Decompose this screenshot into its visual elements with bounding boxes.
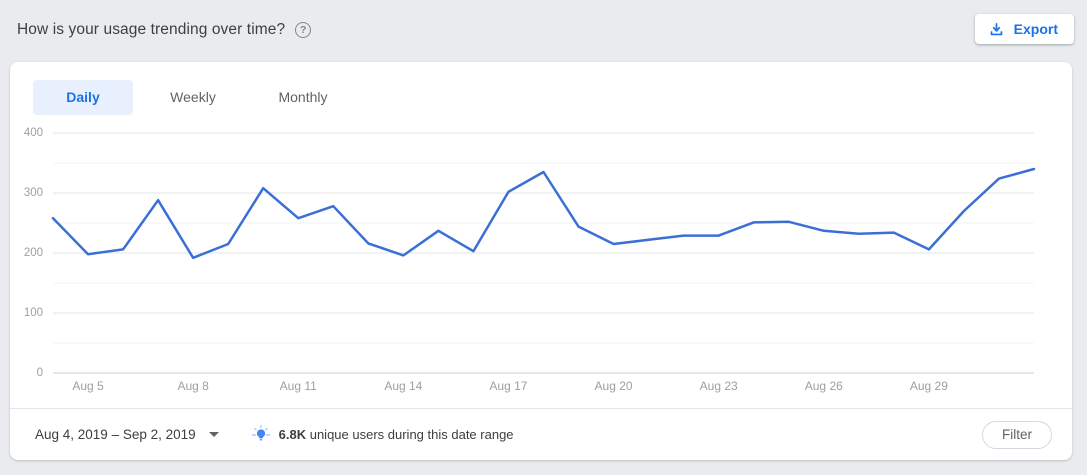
x-axis-tick-label: Aug 26 [804,379,843,393]
insight-note: 6.8K unique users during this date range [250,424,514,446]
unique-users-count: 6.8K [278,427,307,442]
insight-text: 6.8K unique users during this date range [279,427,514,442]
date-range-label: Aug 4, 2019 – Sep 2, 2019 [35,427,196,442]
lightbulb-icon [250,424,272,446]
y-axis-tick-label: 100 [23,307,43,319]
tab-weekly[interactable]: Weekly [170,89,216,105]
tab-daily[interactable]: Daily [33,80,133,115]
download-icon [988,21,1005,38]
y-axis-tick-label: 400 [23,127,43,139]
x-axis-tick-label: Aug 23 [699,379,738,393]
x-axis-tick-label: Aug 20 [594,379,633,393]
tab-monthly[interactable]: Monthly [278,89,328,105]
granularity-tabs: Daily Weekly Monthly [33,80,353,115]
usage-line-chart [51,132,1036,374]
x-axis-tick-label: Aug 8 [177,379,209,393]
page-title: How is your usage trending over time? [17,21,286,38]
chevron-down-icon [208,432,219,437]
y-axis-tick-label: 200 [23,247,43,259]
export-button[interactable]: Export [974,14,1074,44]
x-axis-tick-label: Aug 29 [909,379,948,393]
usage-trend-card: Daily Weekly Monthly 0 100 200 300 400 Aug 5… [10,62,1072,460]
filter-button[interactable]: Filter [982,420,1052,449]
help-icon[interactable]: ? [295,22,312,38]
page-header: How is your usage trending over time? ? … [0,0,1087,62]
y-axis-tick-label: 300 [23,187,43,199]
card-footer: Aug 4, 2019 – Sep 2, 2019 [10,408,1072,460]
x-axis-tick-label: Aug 17 [489,379,528,393]
x-axis-tick-label: Aug 5 [72,379,104,393]
unique-users-caption: unique users during this date range [306,427,514,442]
x-axis-tick-label: Aug 11 [279,379,317,393]
date-range-selector[interactable]: Aug 4, 2019 – Sep 2, 2019 [35,427,219,442]
x-axis-tick-label: Aug 14 [384,379,423,393]
y-axis-tick-label: 0 [36,367,43,379]
export-button-label: Export [1013,21,1058,37]
